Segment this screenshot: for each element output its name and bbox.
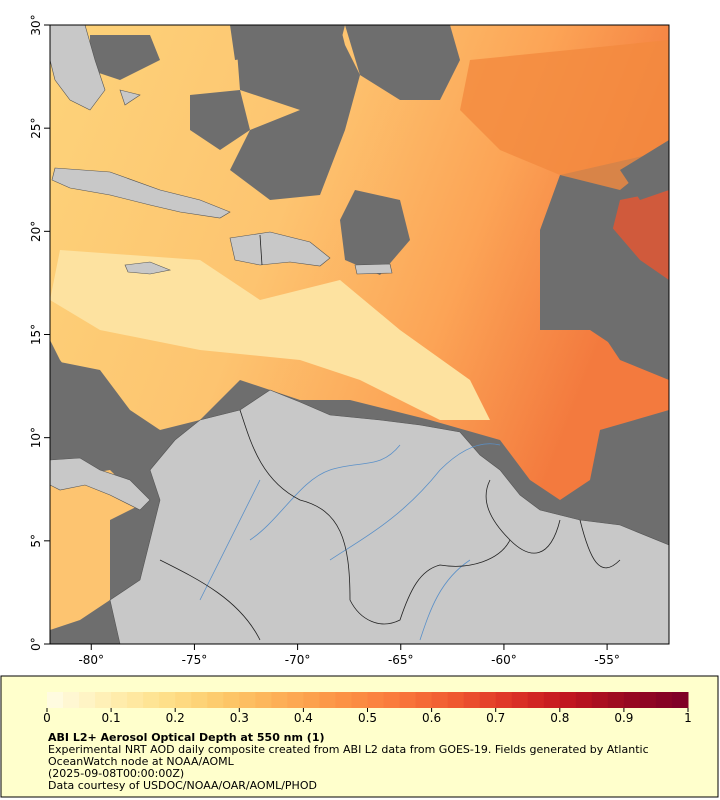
rivers bbox=[199, 443, 501, 641]
colorbar-segment bbox=[383, 692, 401, 708]
colorbar-segment bbox=[415, 692, 433, 708]
colorbar-segment bbox=[671, 692, 689, 708]
colorbar-segment bbox=[527, 692, 545, 708]
colorbar-segment bbox=[175, 692, 192, 708]
y-tick-label: 25° bbox=[29, 118, 43, 139]
colorbar-segment bbox=[303, 692, 320, 708]
y-tick-label: 0° bbox=[29, 637, 43, 651]
colorbar-segment bbox=[239, 692, 256, 708]
colorbar-tick-label: 0.7 bbox=[486, 711, 505, 725]
colorbar-tick-label: 0.2 bbox=[166, 711, 185, 725]
colorbar-tick-label: 0.5 bbox=[358, 711, 377, 725]
colorbar-segment bbox=[191, 692, 208, 708]
colorbar-segment bbox=[271, 692, 288, 708]
colorbar-tick-label: 0.9 bbox=[614, 711, 633, 725]
colorbar-segment bbox=[351, 692, 368, 708]
y-tick-label: 5° bbox=[29, 534, 43, 548]
x-tick-label: -80° bbox=[78, 653, 104, 667]
colorbar-tick-label: 0.1 bbox=[102, 711, 121, 725]
colorbar-segment bbox=[287, 692, 304, 708]
colorbar-segment bbox=[335, 692, 352, 708]
colorbar-tick-label: 0.4 bbox=[294, 711, 313, 725]
colorbar-segment bbox=[143, 692, 160, 708]
colorbar-segment bbox=[511, 692, 529, 708]
colorbar-segment bbox=[559, 692, 577, 708]
colorbar-segment bbox=[255, 692, 272, 708]
caption-date: (2025-09-08T00:00:00Z) bbox=[48, 767, 185, 780]
colorbar-tick-label: 0.6 bbox=[422, 711, 441, 725]
colorbar-segment bbox=[47, 692, 64, 708]
colorbar-segment bbox=[639, 692, 657, 708]
colorbar-segment bbox=[319, 692, 336, 708]
x-tick-label: -55° bbox=[594, 653, 620, 667]
land bbox=[49, 24, 670, 645]
colorbar-tick-label: 0.8 bbox=[550, 711, 569, 725]
y-tick-label: 15° bbox=[29, 324, 43, 345]
caption: ABI L2+ Aerosol Optical Depth at 550 nm … bbox=[48, 732, 688, 792]
colorbar-segment bbox=[79, 692, 96, 708]
colorbar-segment bbox=[399, 692, 417, 708]
colorbar-segment bbox=[431, 692, 449, 708]
colorbar-segment bbox=[607, 692, 625, 708]
x-tick-label: -75° bbox=[182, 653, 208, 667]
colorbar-segment bbox=[207, 692, 224, 708]
colorbar-tick-label: 0.3 bbox=[230, 711, 249, 725]
colorbar-segment bbox=[111, 692, 128, 708]
colorbar-segment bbox=[623, 692, 641, 708]
colorbar-segment bbox=[495, 692, 513, 708]
colorbar-segment bbox=[159, 692, 176, 708]
colorbar-segment bbox=[591, 692, 609, 708]
colorbar-segment bbox=[447, 692, 465, 708]
borders bbox=[159, 234, 621, 641]
colorbar-segment bbox=[95, 692, 112, 708]
colorbar-segment bbox=[655, 692, 673, 708]
colorbar-tick-label: 1 bbox=[684, 711, 692, 725]
y-tick-label: 20° bbox=[29, 221, 43, 242]
colorbar-segment bbox=[367, 692, 385, 708]
caption-credit: Data courtesy of USDOC/NOAA/OAR/AOML/PHO… bbox=[48, 779, 317, 792]
cloud-no-data bbox=[50, 25, 669, 600]
colorbar-segment bbox=[575, 692, 593, 708]
colorbar-segment bbox=[543, 692, 561, 708]
colorbar-segment bbox=[127, 692, 144, 708]
colorbar-segment bbox=[63, 692, 80, 708]
colorbar-segment bbox=[479, 692, 497, 708]
colorbar-tick-label: 0 bbox=[43, 711, 51, 725]
colorbar-segment bbox=[463, 692, 481, 708]
colorbar-segment bbox=[223, 692, 240, 708]
x-tick-label: -65° bbox=[388, 653, 414, 667]
x-tick-label: -60° bbox=[491, 653, 517, 667]
x-tick-label: -70° bbox=[285, 653, 311, 667]
caption-description: Experimental NRT AOD daily composite cre… bbox=[48, 743, 649, 768]
y-tick-label: 30° bbox=[29, 14, 43, 35]
caption-title: ABI L2+ Aerosol Optical Depth at 550 nm … bbox=[48, 731, 325, 744]
y-tick-label: 10° bbox=[29, 427, 43, 448]
